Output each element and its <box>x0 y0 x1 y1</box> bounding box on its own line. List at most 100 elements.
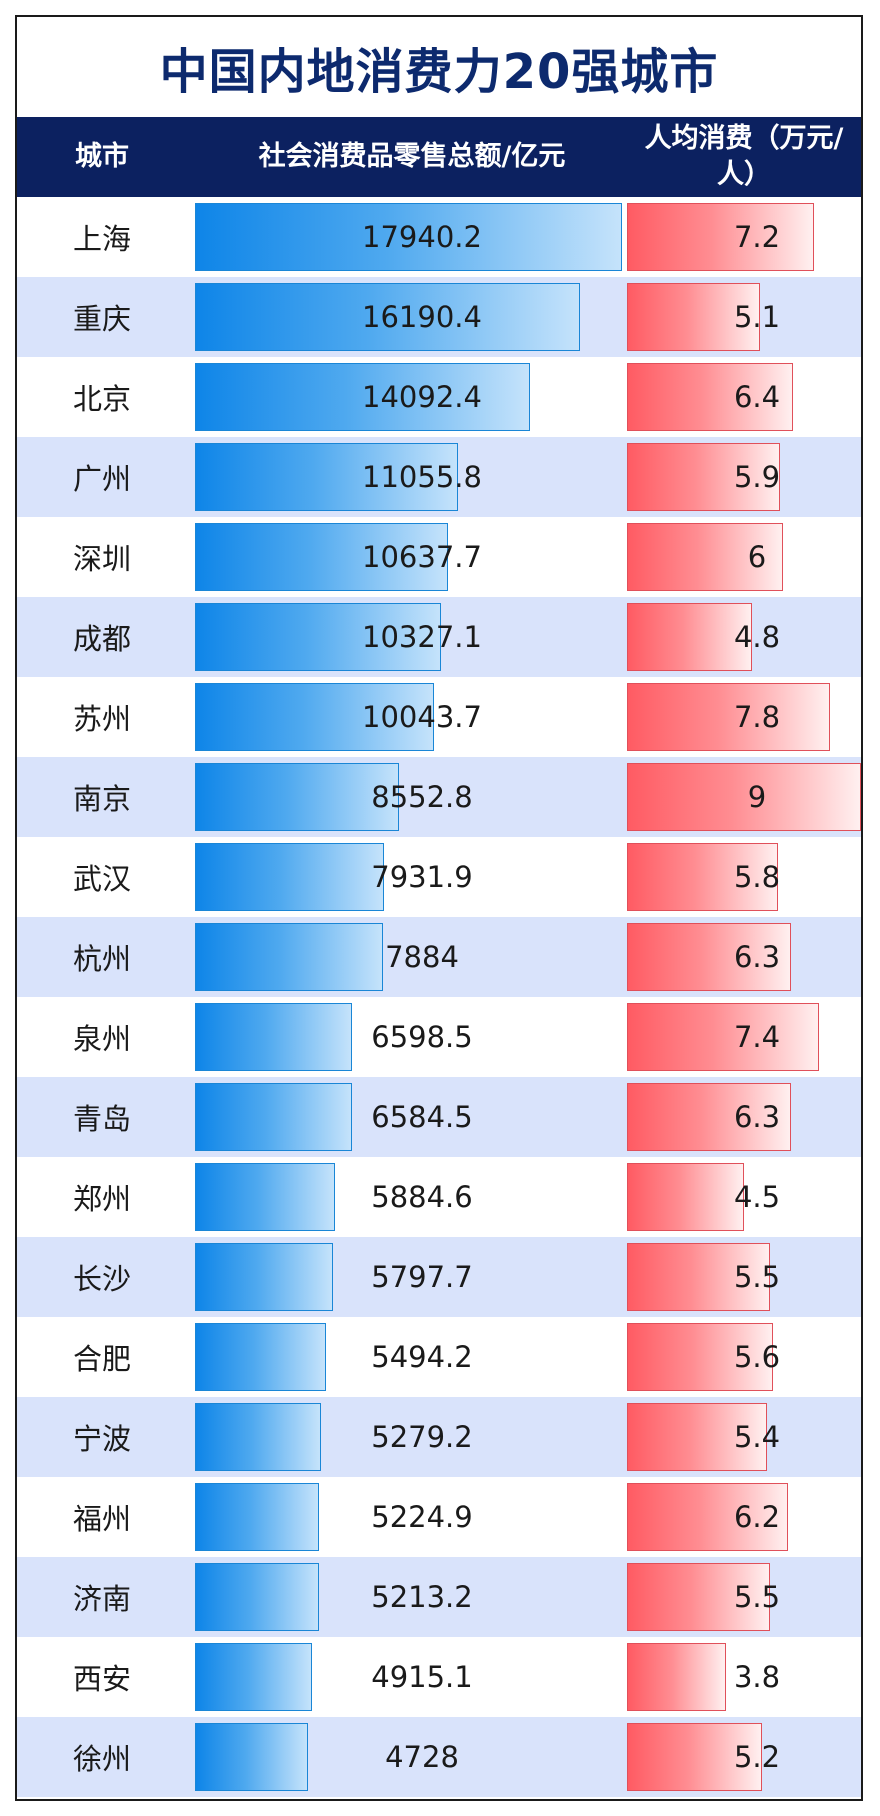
percap-bar <box>627 283 760 351</box>
table-row: 重庆 16190.4 5.1 <box>17 277 861 357</box>
table-header: 城市 社会消费品零售总额/亿元 人均消费（万元/人） <box>17 117 861 197</box>
percap-value: 5.5 <box>733 1260 781 1294</box>
table-row: 北京 14092.4 6.4 <box>17 357 861 437</box>
percap-value: 5.8 <box>733 860 781 894</box>
percap-bar <box>627 1403 768 1471</box>
city-label: 北京 <box>72 382 131 416</box>
retail-bar <box>195 843 384 911</box>
retail-bar <box>195 203 622 271</box>
percap-bar <box>627 1243 770 1311</box>
retail-bar <box>195 603 441 671</box>
percap-bar <box>627 843 778 911</box>
table-row: 济南 5213.2 5.5 <box>17 1557 861 1637</box>
table-row: 南京 8552.8 9 <box>17 757 861 837</box>
retail-value: 7884 <box>385 940 459 974</box>
retail-value: 14092.4 <box>362 380 482 414</box>
retail-bar <box>195 1723 308 1791</box>
header-retail: 社会消费品零售总额/亿元 <box>258 141 566 172</box>
table-row: 成都 10327.1 4.8 <box>17 597 861 677</box>
retail-value: 5279.2 <box>371 1420 473 1454</box>
percap-bar <box>627 603 752 671</box>
retail-value: 5494.2 <box>371 1340 473 1374</box>
retail-value: 17940.2 <box>362 220 482 254</box>
retail-value: 5224.9 <box>371 1500 473 1534</box>
table-row: 青岛 6584.5 6.3 <box>17 1077 861 1157</box>
percap-bar <box>627 363 794 431</box>
retail-bar <box>195 1003 353 1071</box>
table-row: 宁波 5279.2 5.4 <box>17 1397 861 1477</box>
city-label: 重庆 <box>72 302 131 336</box>
retail-value: 5884.6 <box>371 1180 473 1214</box>
city-label: 泉州 <box>72 1022 131 1056</box>
city-label: 广州 <box>72 462 131 496</box>
city-label: 郑州 <box>72 1182 131 1216</box>
page-title: 中国内地消费力20强城市 <box>159 44 719 100</box>
city-label: 西安 <box>72 1662 131 1696</box>
retail-bar <box>195 1483 320 1551</box>
city-label: 杭州 <box>72 942 131 976</box>
retail-value: 5797.7 <box>371 1260 473 1294</box>
retail-value: 6584.5 <box>371 1100 473 1134</box>
percap-value: 7.2 <box>733 220 781 254</box>
table-row: 西安 4915.1 3.8 <box>17 1637 861 1717</box>
percap-value: 9 <box>747 780 767 814</box>
city-label: 武汉 <box>72 862 131 896</box>
table-row: 长沙 5797.7 5.5 <box>17 1237 861 1317</box>
percap-value: 7.8 <box>733 700 781 734</box>
percap-bar <box>627 443 781 511</box>
retail-bar <box>195 923 383 991</box>
table-row: 郑州 5884.6 4.5 <box>17 1157 861 1237</box>
table-row: 福州 5224.9 6.2 <box>17 1477 861 1557</box>
retail-value: 16190.4 <box>362 300 482 334</box>
city-label: 苏州 <box>72 702 131 736</box>
retail-bar <box>195 1403 321 1471</box>
percap-bar <box>627 763 861 831</box>
retail-bar <box>195 1643 312 1711</box>
percap-value: 5.4 <box>733 1420 781 1454</box>
retail-value: 10327.1 <box>362 620 482 654</box>
retail-bar <box>195 1083 352 1151</box>
percap-value: 5.9 <box>733 460 781 494</box>
table-row: 泉州 6598.5 7.4 <box>17 997 861 1077</box>
table-row: 深圳 10637.7 6 <box>17 517 861 597</box>
percap-bar <box>627 923 791 991</box>
percap-bar <box>627 1083 791 1151</box>
percap-value: 6.3 <box>733 1100 781 1134</box>
retail-bar <box>195 1163 336 1231</box>
city-label: 深圳 <box>72 542 131 576</box>
table-row: 武汉 7931.9 5.8 <box>17 837 861 917</box>
retail-value: 6598.5 <box>371 1020 473 1054</box>
retail-value: 8552.8 <box>371 780 473 814</box>
percap-bar <box>627 1323 773 1391</box>
percap-value: 6.2 <box>733 1500 781 1534</box>
retail-value: 4728 <box>385 1740 459 1774</box>
retail-bar <box>195 683 435 751</box>
retail-value: 4915.1 <box>371 1660 473 1694</box>
retail-bar <box>195 1563 320 1631</box>
percap-bar <box>627 1563 770 1631</box>
city-label: 长沙 <box>72 1262 131 1296</box>
city-label: 徐州 <box>72 1742 131 1776</box>
city-label: 南京 <box>72 782 131 816</box>
percap-value: 4.5 <box>733 1180 781 1214</box>
retail-bar <box>195 363 531 431</box>
percap-value: 7.4 <box>733 1020 781 1054</box>
retail-value: 10637.7 <box>362 540 482 574</box>
percap-bar <box>627 1003 820 1071</box>
percap-value: 6.4 <box>733 380 781 414</box>
city-label: 上海 <box>72 222 131 256</box>
retail-bar <box>195 763 399 831</box>
table-row: 杭州 7884 6.3 <box>17 917 861 997</box>
table-row: 苏州 10043.7 7.8 <box>17 677 861 757</box>
retail-bar <box>195 443 459 511</box>
city-label: 宁波 <box>72 1422 131 1456</box>
percap-bar <box>627 1723 763 1791</box>
percap-bar <box>627 203 815 271</box>
percap-value: 5.2 <box>733 1740 781 1774</box>
city-label: 青岛 <box>72 1102 131 1136</box>
retail-value: 10043.7 <box>362 700 482 734</box>
retail-bar <box>195 523 449 591</box>
city-label: 济南 <box>72 1582 131 1616</box>
percap-bar <box>627 523 783 591</box>
percap-value: 3.8 <box>733 1660 781 1694</box>
